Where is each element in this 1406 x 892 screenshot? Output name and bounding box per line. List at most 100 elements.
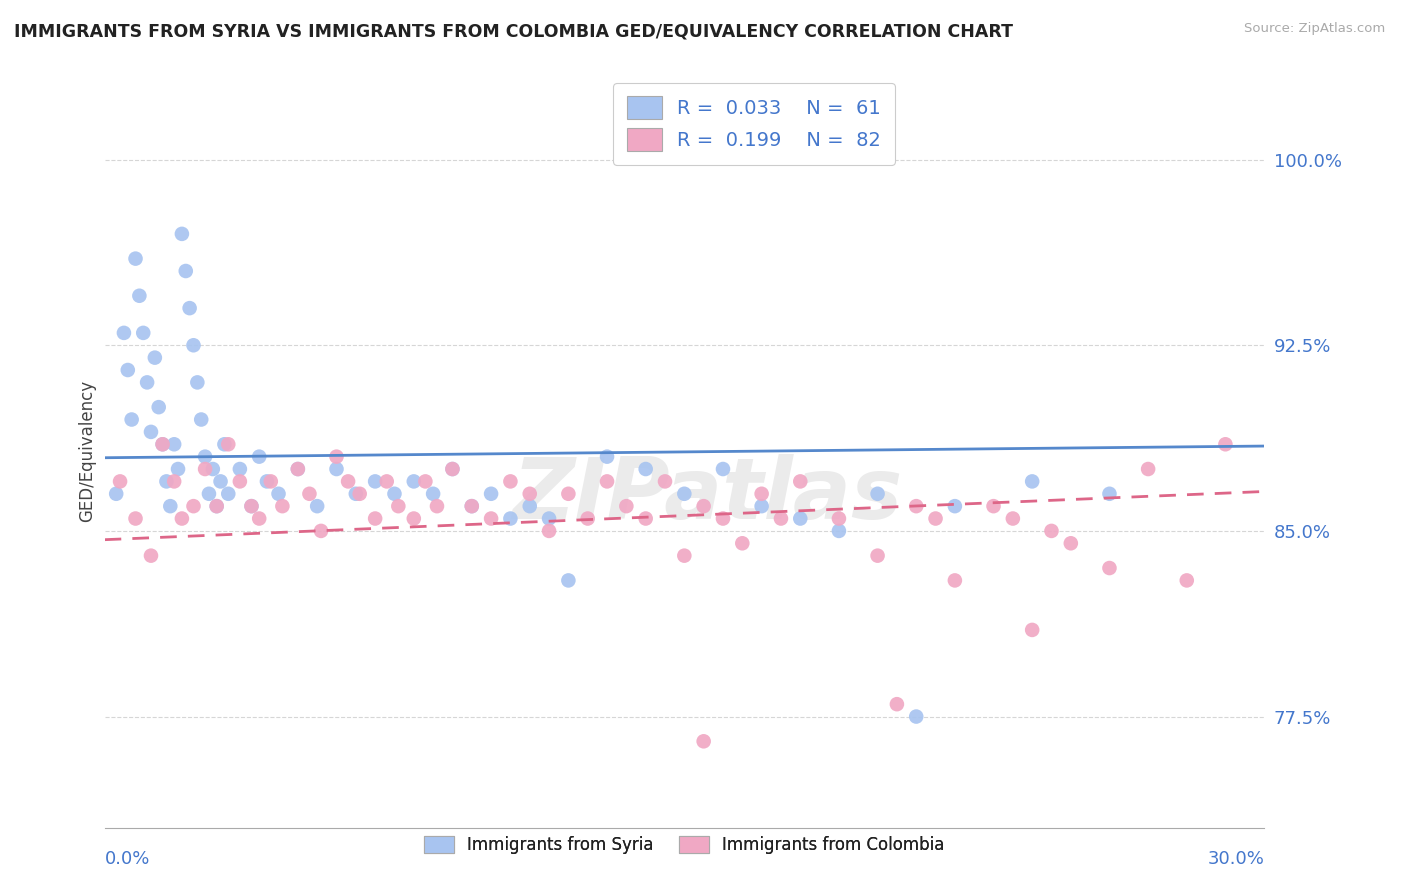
Point — [117, 363, 139, 377]
Point — [576, 511, 599, 525]
Point — [1098, 561, 1121, 575]
Point — [924, 511, 946, 525]
Point — [479, 487, 502, 501]
Text: Source: ZipAtlas.com: Source: ZipAtlas.com — [1244, 22, 1385, 36]
Point — [731, 536, 754, 550]
Legend: Immigrants from Syria, Immigrants from Colombia: Immigrants from Syria, Immigrants from C… — [418, 830, 952, 861]
Point — [519, 487, 541, 501]
Point — [673, 487, 696, 501]
Point — [170, 227, 193, 241]
Point — [205, 499, 228, 513]
Point — [247, 511, 270, 525]
Point — [557, 487, 579, 501]
Point — [1137, 462, 1160, 476]
Point — [402, 475, 425, 489]
Point — [943, 499, 966, 513]
Point — [538, 524, 561, 538]
Point — [190, 412, 212, 426]
Point — [375, 475, 398, 489]
Point — [240, 499, 263, 513]
Point — [461, 499, 484, 513]
Point — [983, 499, 1005, 513]
Point — [557, 574, 579, 588]
Point — [214, 437, 236, 451]
Point — [344, 487, 367, 501]
Point — [229, 462, 252, 476]
Point — [1040, 524, 1063, 538]
Point — [1233, 858, 1256, 872]
Point — [711, 462, 734, 476]
Point — [287, 462, 309, 476]
Point — [209, 475, 232, 489]
Point — [124, 252, 146, 266]
Point — [692, 734, 714, 748]
Point — [538, 511, 561, 525]
Point — [789, 475, 811, 489]
Point — [256, 475, 278, 489]
Text: IMMIGRANTS FROM SYRIA VS IMMIGRANTS FROM COLOMBIA GED/EQUIVALENCY CORRELATION CH: IMMIGRANTS FROM SYRIA VS IMMIGRANTS FROM… — [14, 22, 1014, 40]
Point — [217, 437, 239, 451]
Point — [905, 499, 928, 513]
Point — [229, 475, 252, 489]
Point — [167, 462, 190, 476]
Point — [866, 487, 889, 501]
Point — [287, 462, 309, 476]
Point — [596, 450, 619, 464]
Point — [201, 462, 224, 476]
Point — [247, 450, 270, 464]
Point — [596, 475, 619, 489]
Point — [402, 511, 425, 525]
Point — [112, 326, 135, 340]
Point — [337, 475, 360, 489]
Point — [217, 487, 239, 501]
Point — [943, 574, 966, 588]
Point — [132, 326, 155, 340]
Point — [139, 425, 162, 439]
Point — [139, 549, 162, 563]
Point — [105, 487, 128, 501]
Point — [325, 450, 347, 464]
Point — [1021, 623, 1043, 637]
Point — [415, 475, 437, 489]
Point — [174, 264, 197, 278]
Point — [364, 475, 387, 489]
Point — [143, 351, 166, 365]
Point — [387, 499, 409, 513]
Point — [170, 511, 193, 525]
Point — [789, 511, 811, 525]
Point — [240, 499, 263, 513]
Point — [751, 487, 773, 501]
Point — [159, 499, 181, 513]
Point — [298, 487, 321, 501]
Text: 30.0%: 30.0% — [1208, 850, 1264, 868]
Point — [886, 697, 908, 711]
Point — [260, 475, 283, 489]
Point — [461, 499, 484, 513]
Point — [499, 511, 522, 525]
Point — [711, 511, 734, 525]
Point — [634, 511, 657, 525]
Point — [155, 475, 177, 489]
Point — [769, 511, 792, 525]
Text: ZIPatlas: ZIPatlas — [512, 454, 903, 537]
Point — [205, 499, 228, 513]
Point — [349, 487, 371, 501]
Point — [364, 511, 387, 525]
Point — [614, 499, 637, 513]
Point — [479, 511, 502, 525]
Point — [152, 437, 174, 451]
Point — [183, 499, 205, 513]
Point — [1215, 437, 1237, 451]
Point — [634, 462, 657, 476]
Point — [179, 301, 201, 315]
Point — [198, 487, 221, 501]
Point — [673, 549, 696, 563]
Point — [1060, 536, 1083, 550]
Point — [128, 289, 150, 303]
Point — [519, 499, 541, 513]
Point — [186, 376, 208, 390]
Point — [325, 462, 347, 476]
Point — [1021, 475, 1043, 489]
Y-axis label: GED/Equivalency: GED/Equivalency — [79, 379, 96, 522]
Point — [136, 376, 159, 390]
